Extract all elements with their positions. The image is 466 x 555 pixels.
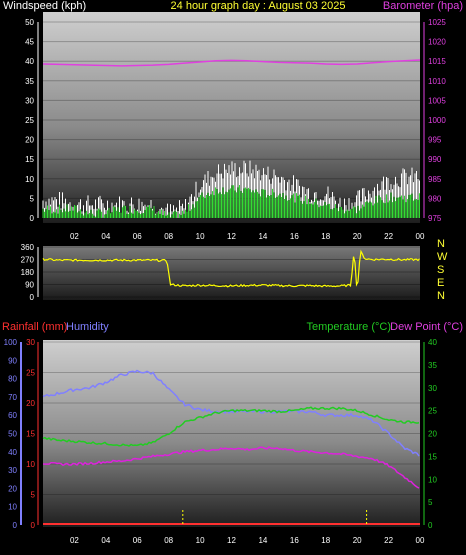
barometer-tick-label: 1005: [428, 96, 446, 105]
time-tick-label: 00: [416, 536, 425, 545]
barometer-tick-label: 980: [428, 194, 442, 203]
temperature-tick-label: 10: [428, 475, 437, 484]
humidity-tick-label: 70: [8, 393, 17, 402]
temperature-line: [42, 406, 420, 447]
compass-label: W: [437, 251, 448, 263]
time-tick-label: 22: [384, 536, 393, 545]
humidity-tick-label: 80: [8, 375, 17, 384]
rain-tick-label: 5: [31, 491, 36, 500]
humidity-tick-label: 60: [8, 411, 17, 420]
time-tick-label: 20: [353, 232, 362, 241]
temperature-axis-label: Temperature (°C): [307, 321, 391, 333]
humidity-axis-label: Humidity: [66, 321, 109, 333]
time-tick-label: 10: [196, 232, 205, 241]
wind-tick-label: 10: [25, 175, 34, 184]
time-tick-label: 08: [164, 232, 173, 241]
humidity-tick-label: 90: [8, 356, 17, 365]
temperature-tick-label: 5: [428, 498, 433, 507]
temperature-tick-label: 35: [428, 361, 437, 370]
time-tick-label: 16: [290, 536, 299, 545]
wind-tick-label: 45: [25, 38, 34, 47]
wind-tick-label: 50: [25, 18, 34, 27]
rain-tick-label: 15: [26, 430, 35, 439]
barometer-tick-label: 1020: [428, 38, 446, 47]
wind-tick-label: 40: [25, 57, 34, 66]
humidity-tick-label: 100: [4, 338, 18, 347]
time-tick-label: 04: [101, 232, 110, 241]
time-tick-label: 12: [227, 536, 236, 545]
direction-tick-label: 0: [30, 293, 35, 302]
temperature-tick-label: 25: [428, 407, 437, 416]
time-tick-label: 04: [101, 536, 110, 545]
time-tick-label: 18: [321, 232, 330, 241]
rain-tick-label: 20: [26, 399, 35, 408]
chart-title: 24 hour graph day : August 03 2025: [171, 0, 346, 12]
temperature-tick-label: 20: [428, 430, 437, 439]
temperature-tick-label: 0: [428, 521, 433, 530]
temperature-panel-background: [43, 340, 420, 527]
direction-tick-label: 270: [21, 256, 35, 265]
time-tick-label: 06: [133, 232, 142, 241]
compass-label: S: [437, 264, 444, 276]
rain-tick-label: 25: [26, 369, 35, 378]
compass-label: E: [437, 277, 444, 289]
barometer-axis-label: Barometer (hpa): [383, 0, 463, 12]
humidity-tick-label: 50: [8, 430, 17, 439]
barometer-tick-label: 1015: [428, 57, 446, 66]
time-tick-label: 12: [227, 232, 236, 241]
temperature-tick-label: 15: [428, 452, 437, 461]
barometer-line: [42, 59, 421, 67]
humidity-line: [42, 369, 420, 457]
barometer-tick-label: 985: [428, 175, 442, 184]
humidity-tick-label: 40: [8, 448, 17, 457]
temperature-tick-label: 40: [428, 338, 437, 347]
temperature-tick-label: 30: [428, 384, 437, 393]
wind-tick-label: 35: [25, 77, 34, 86]
direction-panel-background: [43, 246, 420, 300]
time-tick-label: 16: [290, 232, 299, 241]
rain-tick-label: 30: [26, 338, 35, 347]
wind-tick-label: 5: [30, 194, 35, 203]
time-tick-label: 14: [258, 536, 267, 545]
wind-tick-label: 0: [30, 214, 35, 223]
barometer-tick-label: 990: [428, 155, 442, 164]
barometer-tick-label: 995: [428, 136, 442, 145]
wind-axis-label: Windspeed (kph): [3, 0, 86, 12]
time-tick-label: 02: [70, 536, 79, 545]
barometer-tick-label: 975: [428, 214, 442, 223]
humidity-tick-label: 10: [8, 503, 17, 512]
time-tick-label: 14: [258, 232, 267, 241]
rain-tick-label: 10: [26, 460, 35, 469]
time-tick-label: 06: [133, 536, 142, 545]
compass-label: N: [437, 238, 445, 250]
wind-tick-label: 15: [25, 155, 34, 164]
time-tick-label: 08: [164, 536, 173, 545]
time-tick-label: 22: [384, 232, 393, 241]
wind-tick-label: 30: [25, 96, 34, 105]
direction-tick-label: 360: [21, 243, 35, 252]
time-tick-label: 02: [70, 232, 79, 241]
rain-tick-label: 0: [31, 521, 36, 530]
wind-tick-label: 25: [25, 116, 34, 125]
wind-direction-line: [42, 249, 420, 288]
barometer-tick-label: 1000: [428, 116, 446, 125]
barometer-tick-label: 1025: [428, 18, 446, 27]
time-tick-label: 10: [196, 536, 205, 545]
compass-label: N: [437, 290, 445, 302]
wind-tick-label: 20: [25, 136, 34, 145]
direction-tick-label: 90: [25, 281, 34, 290]
humidity-tick-label: 0: [13, 521, 18, 530]
time-tick-label: 18: [321, 536, 330, 545]
direction-tick-label: 180: [21, 268, 35, 277]
humidity-tick-label: 20: [8, 484, 17, 493]
time-tick-label: 00: [416, 232, 425, 241]
dew-point-line: [42, 446, 420, 489]
dewpoint-axis-label: Dew Point (°C): [390, 321, 463, 333]
time-tick-label: 20: [353, 536, 362, 545]
rainfall-axis-label: Rainfall (mm): [2, 321, 67, 333]
humidity-tick-label: 30: [8, 466, 17, 475]
barometer-tick-label: 1010: [428, 77, 446, 86]
